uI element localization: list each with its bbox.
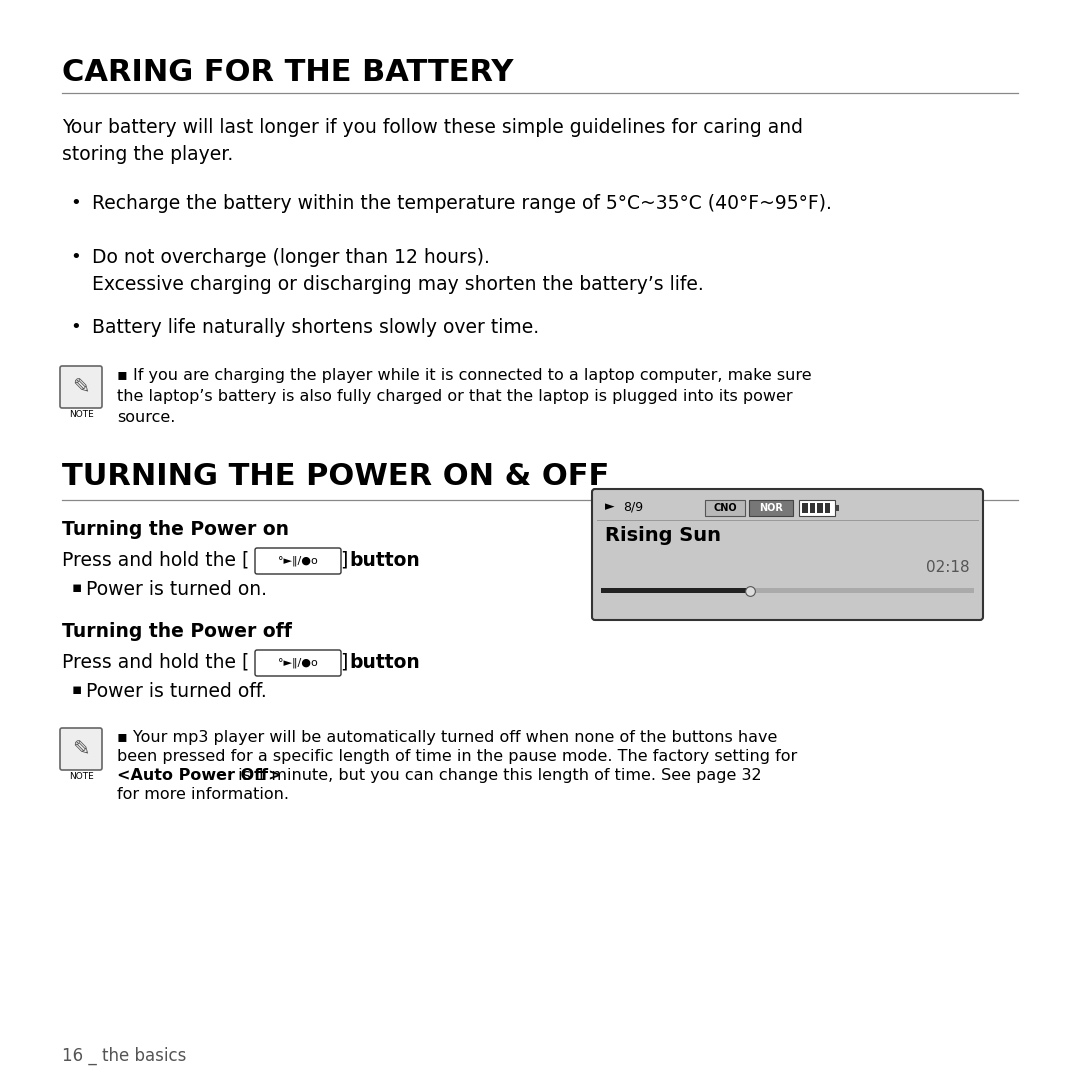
Text: •: • bbox=[70, 248, 81, 266]
Text: Recharge the battery within the temperature range of 5°C~35°C (40°F~95°F).: Recharge the battery within the temperat… bbox=[92, 194, 832, 213]
Text: °►‖/●o: °►‖/●o bbox=[279, 658, 318, 669]
Bar bbox=[750, 500, 793, 516]
FancyBboxPatch shape bbox=[60, 728, 102, 770]
Text: NOR: NOR bbox=[759, 503, 783, 513]
Text: CARING FOR THE BATTERY: CARING FOR THE BATTERY bbox=[62, 58, 513, 87]
FancyBboxPatch shape bbox=[255, 650, 341, 676]
Text: NOTE: NOTE bbox=[69, 772, 93, 781]
Text: TURNING THE POWER ON & OFF: TURNING THE POWER ON & OFF bbox=[62, 462, 609, 491]
Text: button: button bbox=[349, 653, 420, 672]
Text: Turning the Power on: Turning the Power on bbox=[62, 519, 289, 539]
FancyBboxPatch shape bbox=[592, 489, 983, 620]
Bar bbox=[816, 503, 823, 513]
Bar bbox=[600, 588, 751, 593]
Text: Do not overcharge (longer than 12 hours).
Excessive charging or discharging may : Do not overcharge (longer than 12 hours)… bbox=[92, 248, 704, 294]
Text: ✎: ✎ bbox=[72, 739, 90, 759]
Bar bbox=[799, 500, 835, 516]
Text: °►‖/●o: °►‖/●o bbox=[279, 556, 318, 566]
Bar bbox=[705, 500, 745, 516]
Text: ►: ► bbox=[605, 500, 615, 513]
Text: Battery life naturally shortens slowly over time.: Battery life naturally shortens slowly o… bbox=[92, 318, 539, 337]
Bar bbox=[824, 503, 831, 513]
Text: 02:18: 02:18 bbox=[927, 561, 970, 575]
Text: Press and hold the [: Press and hold the [ bbox=[62, 653, 249, 672]
Text: CNO: CNO bbox=[713, 503, 737, 513]
Text: ▪: ▪ bbox=[72, 681, 82, 697]
Text: 16 _ the basics: 16 _ the basics bbox=[62, 1047, 187, 1065]
FancyBboxPatch shape bbox=[60, 366, 102, 408]
Text: Press and hold the [: Press and hold the [ bbox=[62, 551, 249, 570]
Text: •: • bbox=[70, 194, 81, 212]
Text: NOTE: NOTE bbox=[69, 410, 93, 419]
Text: Turning the Power off: Turning the Power off bbox=[62, 622, 292, 642]
Text: Rising Sun: Rising Sun bbox=[605, 526, 721, 545]
Text: .: . bbox=[407, 551, 413, 570]
Bar bbox=[810, 503, 815, 513]
Bar bbox=[802, 503, 808, 513]
Text: ▪: ▪ bbox=[72, 580, 82, 595]
Text: 8/9: 8/9 bbox=[623, 500, 643, 513]
Text: Your battery will last longer if you follow these simple guidelines for caring a: Your battery will last longer if you fol… bbox=[62, 118, 804, 164]
Text: Power is turned off.: Power is turned off. bbox=[86, 681, 267, 701]
FancyBboxPatch shape bbox=[255, 548, 341, 573]
Text: ▪ Your mp3 player will be automatically turned off when none of the buttons have: ▪ Your mp3 player will be automatically … bbox=[117, 730, 778, 745]
Text: •: • bbox=[70, 318, 81, 336]
Text: ▪ If you are charging the player while it is connected to a laptop computer, mak: ▪ If you are charging the player while i… bbox=[117, 368, 812, 426]
Text: ]: ] bbox=[341, 551, 354, 570]
Text: is 1 minute, but you can change this length of time. See page 32: is 1 minute, but you can change this len… bbox=[233, 768, 761, 783]
Text: .: . bbox=[407, 653, 413, 672]
Text: been pressed for a specific length of time in the pause mode. The factory settin: been pressed for a specific length of ti… bbox=[117, 750, 797, 764]
Bar bbox=[600, 588, 974, 593]
Text: Power is turned on.: Power is turned on. bbox=[86, 580, 267, 599]
Text: ✎: ✎ bbox=[72, 377, 90, 397]
Text: button: button bbox=[349, 551, 420, 570]
Bar bbox=[835, 505, 839, 511]
Text: for more information.: for more information. bbox=[117, 787, 289, 802]
Text: <Auto Power Off>: <Auto Power Off> bbox=[117, 768, 282, 783]
Text: ]: ] bbox=[341, 653, 354, 672]
